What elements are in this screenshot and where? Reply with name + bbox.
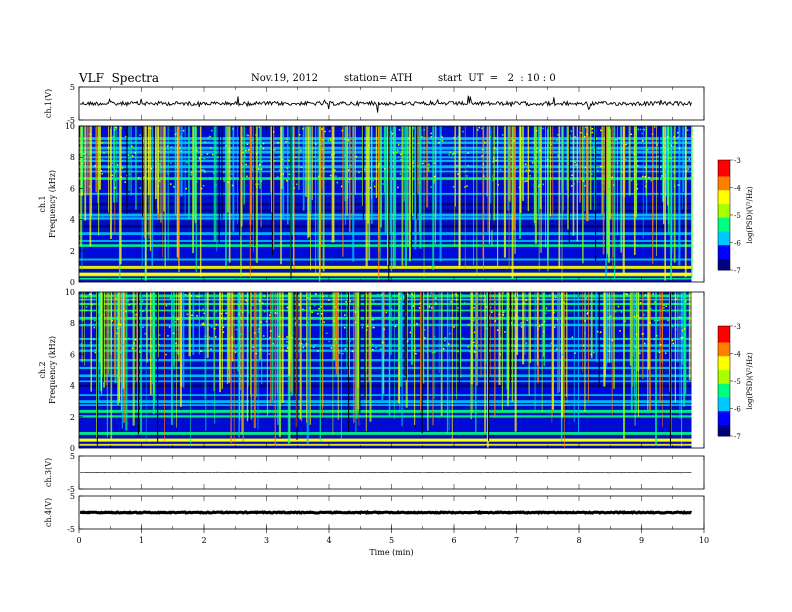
- y-axis-label: Frequency (kHz): [48, 336, 57, 404]
- spectrogram-panel-2: [78, 291, 733, 449]
- y-tick-label: 5: [70, 452, 75, 461]
- colorbar-label: log(PSD)(V²/Hz): [746, 186, 754, 243]
- colorbar-tick-label: -3: [734, 323, 741, 331]
- x-tick-label: 7: [514, 536, 519, 545]
- waveform-panel-4: [78, 455, 705, 490]
- y-axis-label: Frequency (kHz): [48, 170, 57, 238]
- x-tick-label: 3: [264, 536, 269, 545]
- y-tick-label: 2: [70, 413, 75, 422]
- y-axis-label: ch.1(V): [44, 89, 53, 118]
- waveform-panel-1: [78, 86, 705, 121]
- x-tick-label: 6: [451, 536, 456, 545]
- y-tick-label: 6: [70, 350, 75, 359]
- y-tick-label: 10: [65, 288, 75, 297]
- colorbar-tick-label: -3: [734, 157, 741, 165]
- colorbar-tick-label: -6: [734, 240, 741, 248]
- y-tick-label: 0: [70, 444, 75, 453]
- waveform-trace: [79, 471, 692, 474]
- colorbar-tick-label: -6: [734, 406, 741, 414]
- y-axis-label: ch.3(V): [44, 458, 53, 487]
- waveform-trace: [79, 95, 692, 113]
- x-tick-label: 8: [576, 536, 581, 545]
- colorbar-tick-label: -7: [734, 267, 741, 275]
- x-axis-label: Time (min): [369, 548, 413, 557]
- y-tick-label: 4: [70, 382, 75, 391]
- y-axis-label: ch.2: [38, 361, 47, 378]
- x-tick-label: 10: [699, 536, 709, 545]
- y-tick-label: 5: [70, 83, 75, 92]
- colorbar-tick-label: -4: [734, 185, 741, 193]
- x-tick-label: 2: [201, 536, 206, 545]
- waveform-trace: [79, 509, 692, 516]
- spectrogram-panel-1: [78, 125, 733, 283]
- start-ut-label: start UT = 2 : 10 : 0: [438, 73, 556, 84]
- y-tick-label: 8: [70, 153, 75, 162]
- station-label: station= ATH: [344, 73, 413, 84]
- colorbar-label: log(PSD)(V²/Hz): [746, 352, 754, 409]
- y-tick-label: 8: [70, 319, 75, 328]
- colorbar: [717, 159, 733, 271]
- x-tick-label: 1: [139, 536, 144, 545]
- waveform-panel-5: [78, 495, 705, 530]
- x-tick-label: 5: [389, 536, 394, 545]
- y-tick-label: 10: [65, 122, 75, 131]
- y-tick-label: 0: [70, 278, 75, 287]
- y-tick-label: -5: [67, 485, 75, 494]
- y-tick-label: -5: [67, 116, 75, 125]
- colorbar-tick-label: -5: [734, 378, 741, 386]
- colorbar-tick-label: -7: [734, 433, 741, 441]
- y-tick-label: 5: [70, 492, 75, 501]
- y-axis-label: ch.1: [38, 195, 47, 212]
- y-tick-label: -5: [67, 525, 75, 534]
- y-axis-label: ch.4(V): [44, 498, 53, 527]
- chart-title: VLF Spectra: [79, 71, 160, 85]
- y-tick-label: 2: [70, 247, 75, 256]
- x-tick-label: 0: [76, 536, 81, 545]
- x-tick-label: 9: [639, 536, 644, 545]
- colorbar-tick-label: -5: [734, 212, 741, 220]
- y-tick-label: 6: [70, 184, 75, 193]
- colorbar-tick-label: -4: [734, 351, 741, 359]
- date-label: Nov.19, 2012: [251, 73, 318, 84]
- y-tick-label: 4: [70, 216, 75, 225]
- colorbar: [717, 325, 733, 437]
- x-tick-label: 4: [326, 536, 331, 545]
